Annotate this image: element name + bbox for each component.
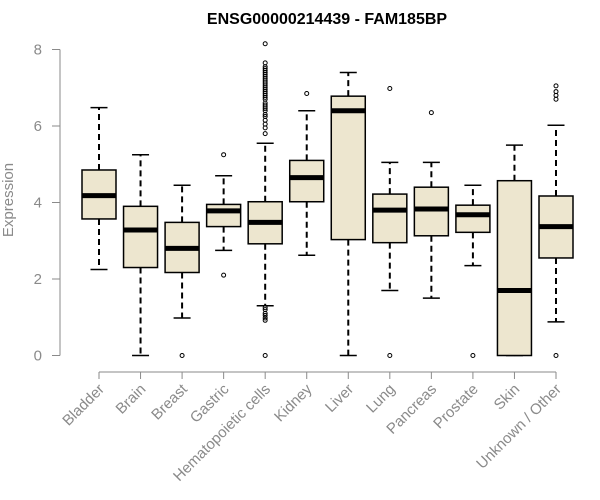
outlier-point [262,113,268,119]
x-category-label: Lung [363,381,399,417]
x-category-label: Bladder [59,381,108,430]
outlier-point [262,305,268,311]
outlier-point [262,131,268,137]
chart-title: ENSG00000214439 - FAM185BP [207,11,447,28]
box [455,204,491,234]
outlier-point [262,312,268,318]
box [205,203,242,228]
outlier-point [470,353,476,358]
y-axis-label: Expression [0,163,17,237]
outlier-point [387,353,393,358]
outlier-point [179,353,185,358]
box-group-skin [496,144,533,357]
plot-area [81,41,574,358]
box [372,193,408,244]
box-group-gastric [205,152,242,278]
outlier-point [553,83,559,89]
box [330,95,367,241]
x-category-label: Liver [322,381,357,416]
outlier-point [221,152,227,158]
outlier-point [304,90,310,96]
x-category-label: Kidney [271,380,316,425]
box [496,179,533,357]
outlier-point [553,89,559,95]
x-category-label: Prostate [430,381,482,433]
outlier-point [262,307,268,313]
y-tick-label: 2 [34,271,42,288]
box-group-hematopoietic-cells [247,41,283,358]
box-group-prostate [455,184,491,358]
outlier-point [262,353,268,358]
box-group-unknown-other [538,83,574,358]
y-tick-label: 0 [34,348,42,365]
y-axis: 0 2 4 6 8 [34,42,61,365]
x-category-label: Skin [491,381,524,414]
box-group-kidney [288,90,325,257]
outlier-point [262,60,268,66]
outlier-point [262,66,268,72]
outlier-point [221,272,227,278]
x-category-label: Brain [113,381,150,418]
outlier-point [553,353,559,358]
y-tick-label: 6 [34,118,42,135]
box-group-bladder [81,106,117,271]
outlier-point [428,110,434,116]
box [122,205,159,269]
outlier-point [262,317,268,323]
outlier-point [262,102,268,108]
outlier-point [262,41,268,47]
outlier-point [262,315,268,321]
outlier-point [387,86,393,92]
y-tick-label: 8 [34,42,42,59]
box-group-breast [164,184,200,358]
box-group-pancreas [413,110,450,299]
box-group-brain [122,153,159,357]
box-group-lung [372,86,408,358]
y-tick-label: 4 [34,195,42,212]
box [288,159,325,203]
x-category-label: Breast [148,380,191,423]
box-group-liver [330,71,367,357]
